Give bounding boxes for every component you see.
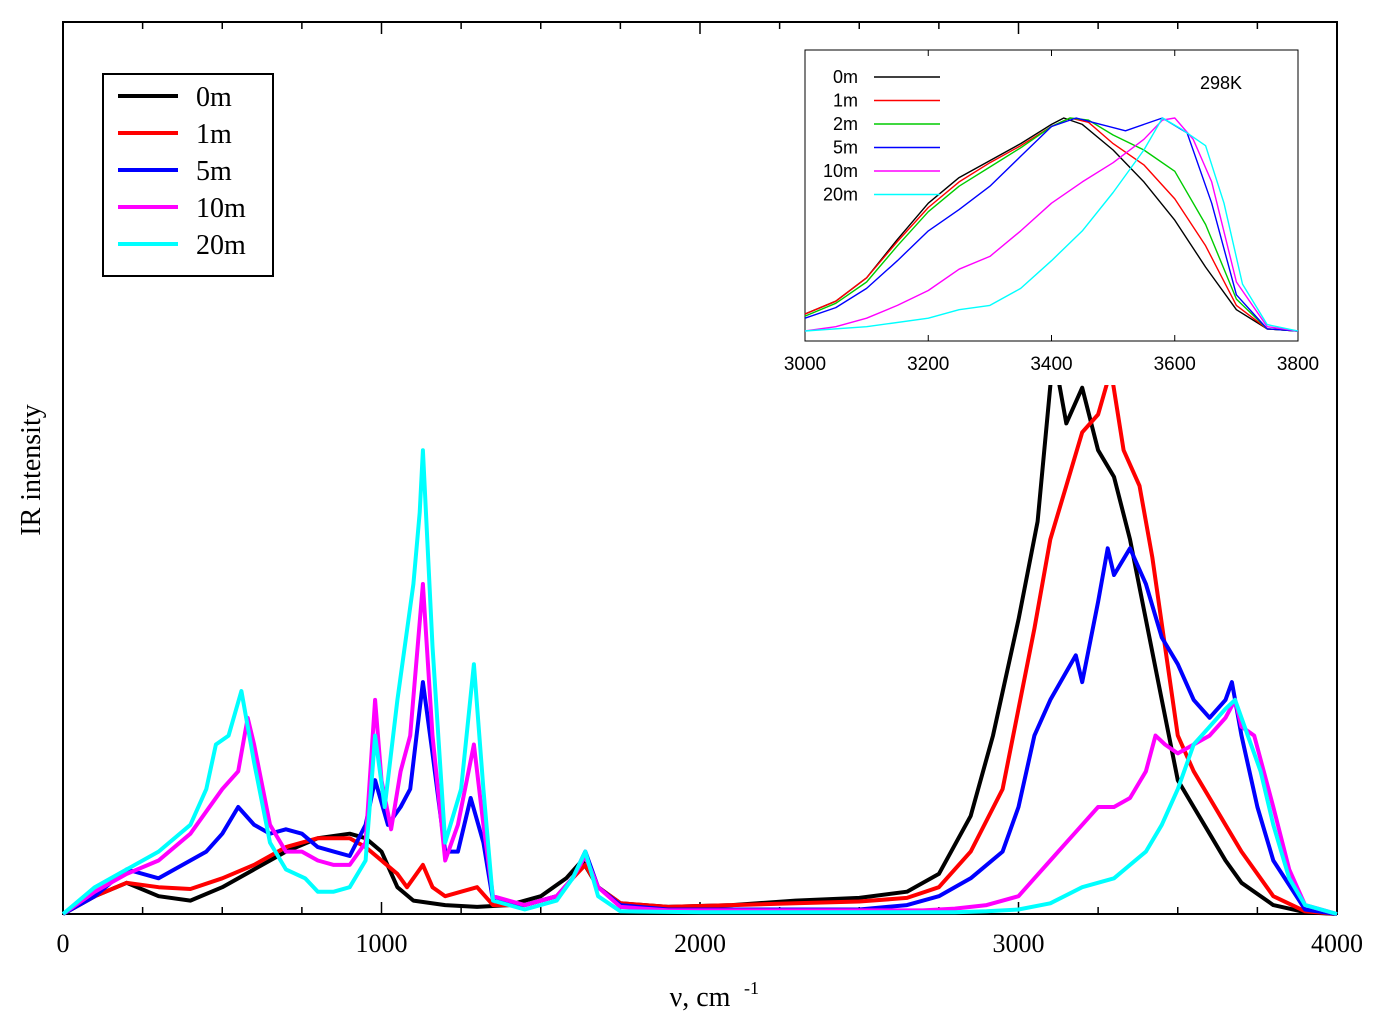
inset-series-line-0m bbox=[804, 117, 1299, 332]
inset-x-tick-label: 3600 bbox=[1154, 354, 1196, 375]
inset-series-line-10m bbox=[804, 117, 1299, 332]
y-axis-label: IR intensity bbox=[16, 404, 47, 535]
x-tick-label: 0 bbox=[57, 929, 70, 958]
inset-legend: 0m 1m 2m 5m 10m 20m bbox=[823, 67, 940, 205]
legend-label: 5m bbox=[196, 156, 232, 187]
legend-label: 10m bbox=[196, 193, 246, 224]
series-line-5m bbox=[62, 546, 1338, 916]
inset-legend-label: 10m bbox=[823, 161, 858, 181]
inset-x-tick-label: 3400 bbox=[1030, 354, 1072, 375]
main-plot: 0 1000 2000 3000 4000 ν, cm -1 IR intensity 0m 1m… bbox=[16, 21, 1363, 1013]
legend-label: 1m bbox=[196, 119, 232, 150]
series-line-1m bbox=[62, 367, 1338, 916]
inset-series-line-20m bbox=[804, 117, 1299, 332]
inset-x-tick-label: 3000 bbox=[784, 354, 826, 375]
series-line-20m bbox=[61, 448, 1338, 916]
x-tick-label: 4000 bbox=[1311, 929, 1363, 958]
inset-legend-label: 0m bbox=[833, 67, 858, 87]
inset-legend-label: 1m bbox=[833, 91, 858, 111]
legend: 0m 1m 5m 10m 20m bbox=[102, 73, 274, 277]
inset-x-tick-label: 3200 bbox=[907, 354, 949, 375]
inset-series-line-5m bbox=[804, 117, 1299, 332]
inset-series-line-2m bbox=[804, 117, 1299, 332]
inset-plot: 3000 3200 3400 3600 3800 0m 1m 2m 5m 10m 20m 298K bbox=[784, 40, 1328, 385]
legend-label: 0m bbox=[196, 82, 232, 113]
x-tick-label: 1000 bbox=[356, 929, 408, 958]
inset-legend-label: 5m bbox=[833, 138, 858, 158]
x-axis-label: ν, cm bbox=[670, 982, 731, 1013]
x-axis-label-superscript: -1 bbox=[744, 978, 759, 998]
inset-x-tick-label: 3800 bbox=[1277, 354, 1319, 375]
legend-label: 20m bbox=[196, 230, 246, 261]
x-tick-label: 3000 bbox=[993, 929, 1045, 958]
inset-legend-label: 20m bbox=[823, 185, 858, 205]
x-tick-label: 2000 bbox=[674, 929, 726, 958]
inset-legend-label: 2m bbox=[833, 114, 858, 134]
inset-background bbox=[788, 40, 1328, 385]
inset-temperature-label: 298K bbox=[1200, 73, 1242, 93]
series-line-0m bbox=[62, 350, 1338, 916]
